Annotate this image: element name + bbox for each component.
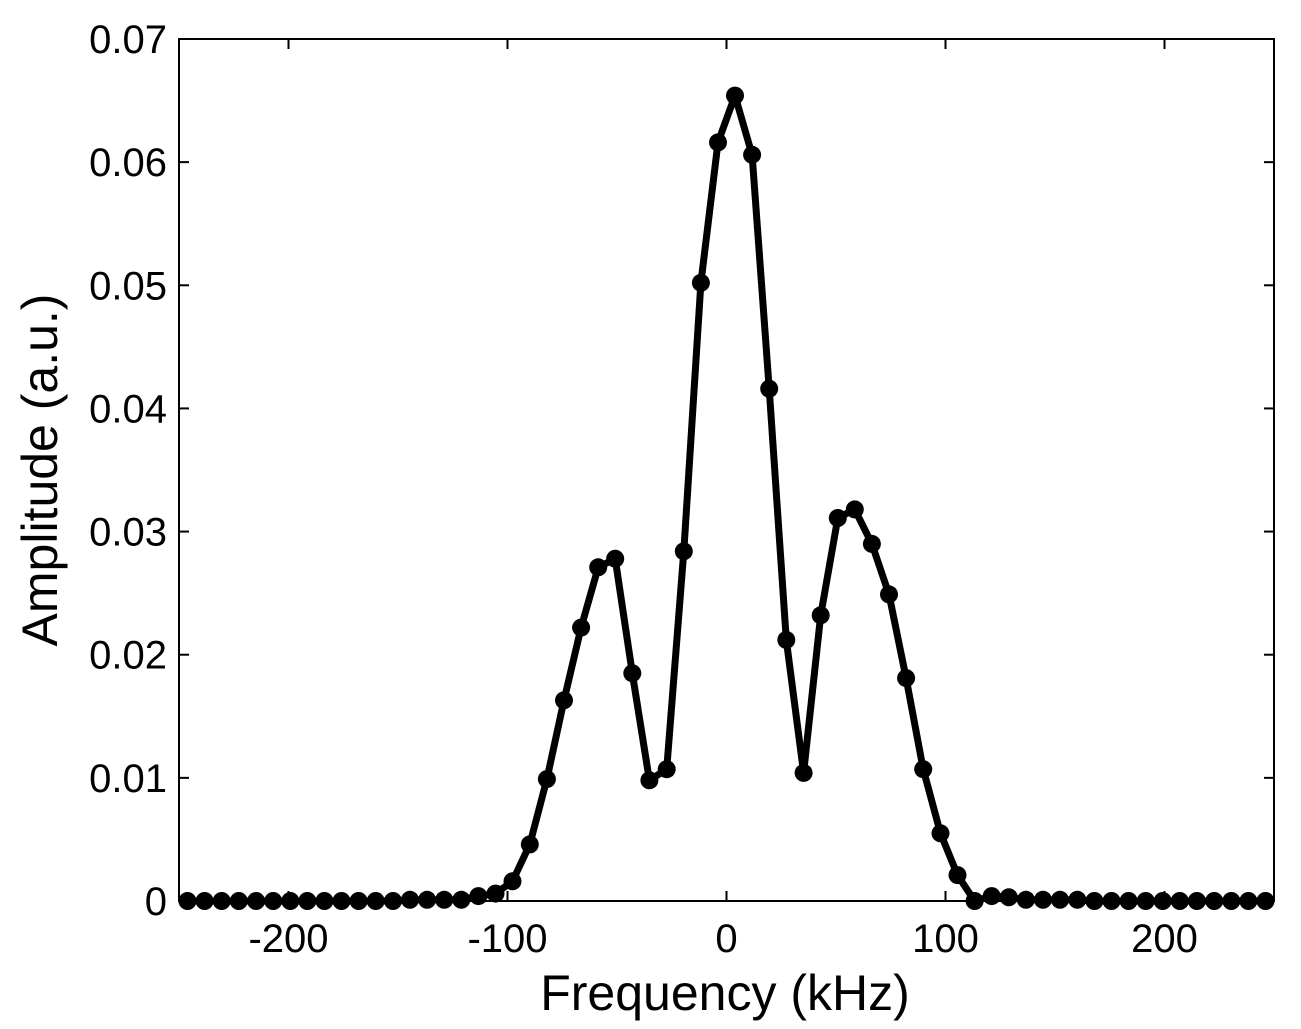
data-point (794, 763, 813, 782)
y-tick-label: 0.06 (89, 141, 167, 185)
data-point (1051, 890, 1069, 909)
plot-area (179, 39, 1274, 901)
y-tick-label: 0 (145, 880, 167, 924)
data-point (589, 558, 608, 577)
data-point (623, 664, 642, 683)
data-point (811, 606, 830, 625)
data-point (1068, 890, 1087, 909)
data-point (931, 824, 950, 843)
data-point (537, 770, 556, 789)
data-point (726, 86, 744, 105)
x-axis-label: Frequency (kHz) (540, 965, 910, 1021)
data-point (914, 760, 933, 779)
data-point (503, 872, 522, 891)
y-tick-label: 0.03 (89, 511, 167, 555)
data-point (435, 890, 454, 909)
data-point (982, 887, 1001, 906)
y-tick-label: 0.07 (89, 18, 167, 62)
data-point (897, 669, 916, 688)
y-tick-label: 0.04 (89, 387, 167, 431)
data-point (828, 509, 847, 527)
data-point (606, 549, 625, 568)
data-point (674, 542, 693, 561)
data-point (862, 534, 881, 553)
data-point (452, 890, 471, 909)
data-point (572, 618, 591, 637)
data-point (640, 771, 659, 790)
axes-box (178, 38, 1275, 902)
data-point (1034, 890, 1052, 909)
data-point (657, 760, 676, 779)
data-point (777, 630, 796, 649)
y-tick-label: 0.05 (89, 264, 167, 308)
data-point (469, 887, 488, 906)
data-point (845, 500, 864, 519)
y-tick-label: 0.02 (89, 634, 167, 678)
x-tick-label: -200 (248, 917, 328, 961)
data-point (555, 691, 573, 710)
data-point (1016, 890, 1035, 909)
data-point (709, 133, 727, 152)
data-point (999, 888, 1018, 907)
x-tick-label: 200 (1131, 917, 1198, 961)
y-axis-label: Amplitude (a.u.) (12, 294, 68, 647)
data-point (948, 866, 967, 885)
data-point (520, 835, 539, 854)
data-point (880, 585, 898, 604)
axis-tick-labels: -200 -100 0 100 200 0 0.01 0.02 0.03 0.04 0.05 0.06… (89, 18, 1198, 961)
data-point (743, 145, 762, 164)
x-tick-label: 100 (912, 917, 979, 961)
data-point (401, 890, 419, 909)
y-tick-label: 0.01 (89, 757, 167, 801)
data-point (691, 273, 710, 292)
data-point (418, 890, 437, 909)
x-tick-label: 0 (715, 917, 737, 961)
data-point (760, 379, 779, 398)
data-point (486, 884, 505, 903)
x-tick-label: -100 (467, 917, 547, 961)
